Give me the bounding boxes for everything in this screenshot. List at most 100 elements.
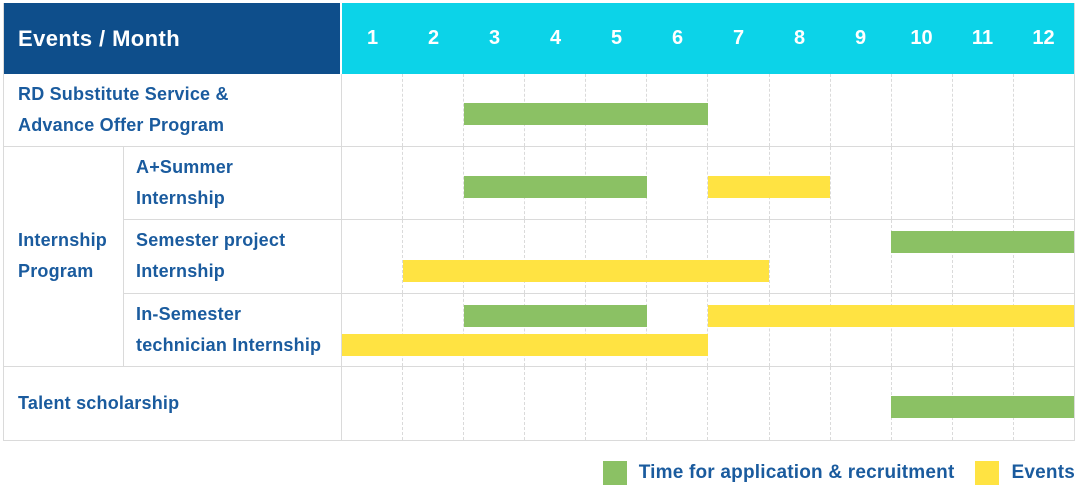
month-grid-column-1 <box>342 74 402 146</box>
chart-cell-rd-substitute-service <box>342 74 1074 148</box>
group-label-line: Program <box>18 261 94 282</box>
month-grid-column-8 <box>768 293 830 366</box>
gantt-bar-yellow-semester-project-internship <box>403 260 769 283</box>
row-label-rd-substitute-service: RD Substitute Service & Advance Offer Pro… <box>4 74 342 148</box>
row-label-line: technician Internship <box>136 334 322 355</box>
row-label-line: Internship <box>136 261 226 282</box>
month-grid-column-8 <box>768 74 830 147</box>
month-header-cell-3: 3 <box>464 3 525 74</box>
month-grid-column-11 <box>951 74 1013 147</box>
month-grid-column-3 <box>463 147 524 220</box>
month-grid-column-6 <box>646 147 707 220</box>
month-header-cell-2: 2 <box>403 3 464 74</box>
month-grid-column-11 <box>951 220 1013 293</box>
month-grid-column-2 <box>402 74 463 147</box>
legend-label: Time for application & recruitment <box>638 462 955 483</box>
legend: Time for application & recruitment Event… <box>602 458 1075 488</box>
month-grid-column-9 <box>829 74 891 147</box>
month-header-cell-4: 4 <box>525 3 586 74</box>
month-grid-column-10 <box>890 220 952 293</box>
gantt-bar-yellow-a-plus-summer-internship <box>708 176 830 199</box>
month-header-cell-1: 1 <box>342 3 403 74</box>
month-grid-column-1 <box>342 220 402 292</box>
month-header-cell-8: 8 <box>769 3 830 74</box>
month-grid-column-6 <box>646 220 707 293</box>
month-grid-column-12 <box>1012 147 1074 220</box>
month-grid-column-10 <box>890 147 952 220</box>
month-grid-column-7 <box>707 293 768 366</box>
month-grid-column-2 <box>402 147 463 220</box>
month-grid-column-7 <box>707 74 768 147</box>
month-grid-column-11 <box>951 293 1013 366</box>
month-grid-column-9 <box>829 293 891 366</box>
row-label-line: Advance Offer Program <box>18 115 225 136</box>
month-grid-column-12 <box>1012 74 1074 147</box>
month-grid-column-5 <box>585 293 646 366</box>
month-grid-column-1 <box>342 147 402 219</box>
month-grid-column-8 <box>768 220 830 293</box>
group-label-line: Internship <box>18 230 108 251</box>
month-grid-column-3 <box>463 220 524 293</box>
month-grid-column-5 <box>585 366 646 440</box>
month-grid-column-12 <box>1012 293 1074 366</box>
month-grid-column-1 <box>342 367 402 440</box>
month-grid-column-3 <box>463 293 524 366</box>
month-header-cell-11: 11 <box>952 3 1013 74</box>
month-grid-column-3 <box>463 74 524 147</box>
legend-item-application-recruitment: Time for application & recruitment <box>602 461 955 485</box>
row-label-line: Internship <box>136 188 226 209</box>
gantt-bar-green-talent-scholarship <box>891 396 1074 419</box>
group-label-internship-program: Internship Program <box>4 147 124 367</box>
month-grid-column-2 <box>402 366 463 440</box>
chart-cell-semester-project-internship <box>342 220 1074 294</box>
month-grid-column-2 <box>402 293 463 366</box>
green-swatch-icon <box>602 461 627 485</box>
chart-cell-in-semester-technician-internship <box>342 293 1074 367</box>
month-grid-column-6 <box>646 366 707 440</box>
month-grid-column-7 <box>707 147 768 220</box>
month-grid-column-2 <box>402 220 463 293</box>
month-grid-column-7 <box>707 220 768 293</box>
month-grid-column-4 <box>524 366 585 440</box>
month-grid-column-12 <box>1012 220 1074 293</box>
gantt-bar-green-semester-project-internship <box>891 231 1074 254</box>
chart-cell-a-plus-summer-internship <box>342 147 1074 221</box>
row-label-line: Talent scholarship <box>18 392 180 413</box>
legend-item-events: Events <box>975 461 1075 485</box>
row-label-semester-project-internship: Semester project Internship <box>124 220 342 294</box>
events-month-header-cell: Events / Month <box>4 3 342 74</box>
month-header-cell-6: 6 <box>647 3 708 74</box>
row-label-a-plus-summer-internship: A+Summer Internship <box>124 147 342 221</box>
month-grid-column-8 <box>768 366 830 440</box>
month-grid-column-5 <box>585 220 646 293</box>
row-label-line: Semester project <box>136 230 286 251</box>
gantt-table: Events / Month 1 2 3 4 5 6 7 8 9 10 11 12 RD Substit… <box>3 3 1075 441</box>
gantt-bar-green-a-plus-summer-internship <box>464 176 647 199</box>
gantt-bar-green-rd-substitute-service <box>464 103 708 126</box>
month-grid-column-4 <box>524 220 585 293</box>
month-header-cell-12: 12 <box>1013 3 1074 74</box>
row-label-in-semester-technician-internship: In-Semester technician Internship <box>124 293 342 367</box>
month-grid-column-9 <box>829 220 891 293</box>
row-label-talent-scholarship: Talent scholarship <box>4 366 342 440</box>
row-label-line: RD Substitute Service & <box>18 84 229 105</box>
month-header-cell-7: 7 <box>708 3 769 74</box>
month-header-cell-5: 5 <box>586 3 647 74</box>
month-grid-column-7 <box>707 366 768 440</box>
month-grid-column-10 <box>890 74 952 147</box>
month-header-cell-9: 9 <box>830 3 891 74</box>
row-label-line: A+Summer <box>136 157 234 178</box>
month-header-cell-10: 10 <box>891 3 952 74</box>
month-grid-column-9 <box>829 147 891 220</box>
month-grid-column-4 <box>524 293 585 366</box>
month-grid-column-9 <box>829 366 891 440</box>
legend-label: Events <box>1011 462 1075 483</box>
chart-cell-talent-scholarship <box>342 366 1074 440</box>
month-grid-column-6 <box>646 293 707 366</box>
gantt-bar-green-in-semester-technician-internship <box>464 304 647 327</box>
month-grid-column-10 <box>890 293 952 366</box>
gantt-bar-yellow-in-semester-technician-internship <box>708 304 1074 327</box>
yellow-swatch-icon <box>975 461 1000 485</box>
row-label-line: In-Semester <box>136 303 242 324</box>
gantt-bar-yellow-in-semester-technician-internship <box>342 333 708 356</box>
